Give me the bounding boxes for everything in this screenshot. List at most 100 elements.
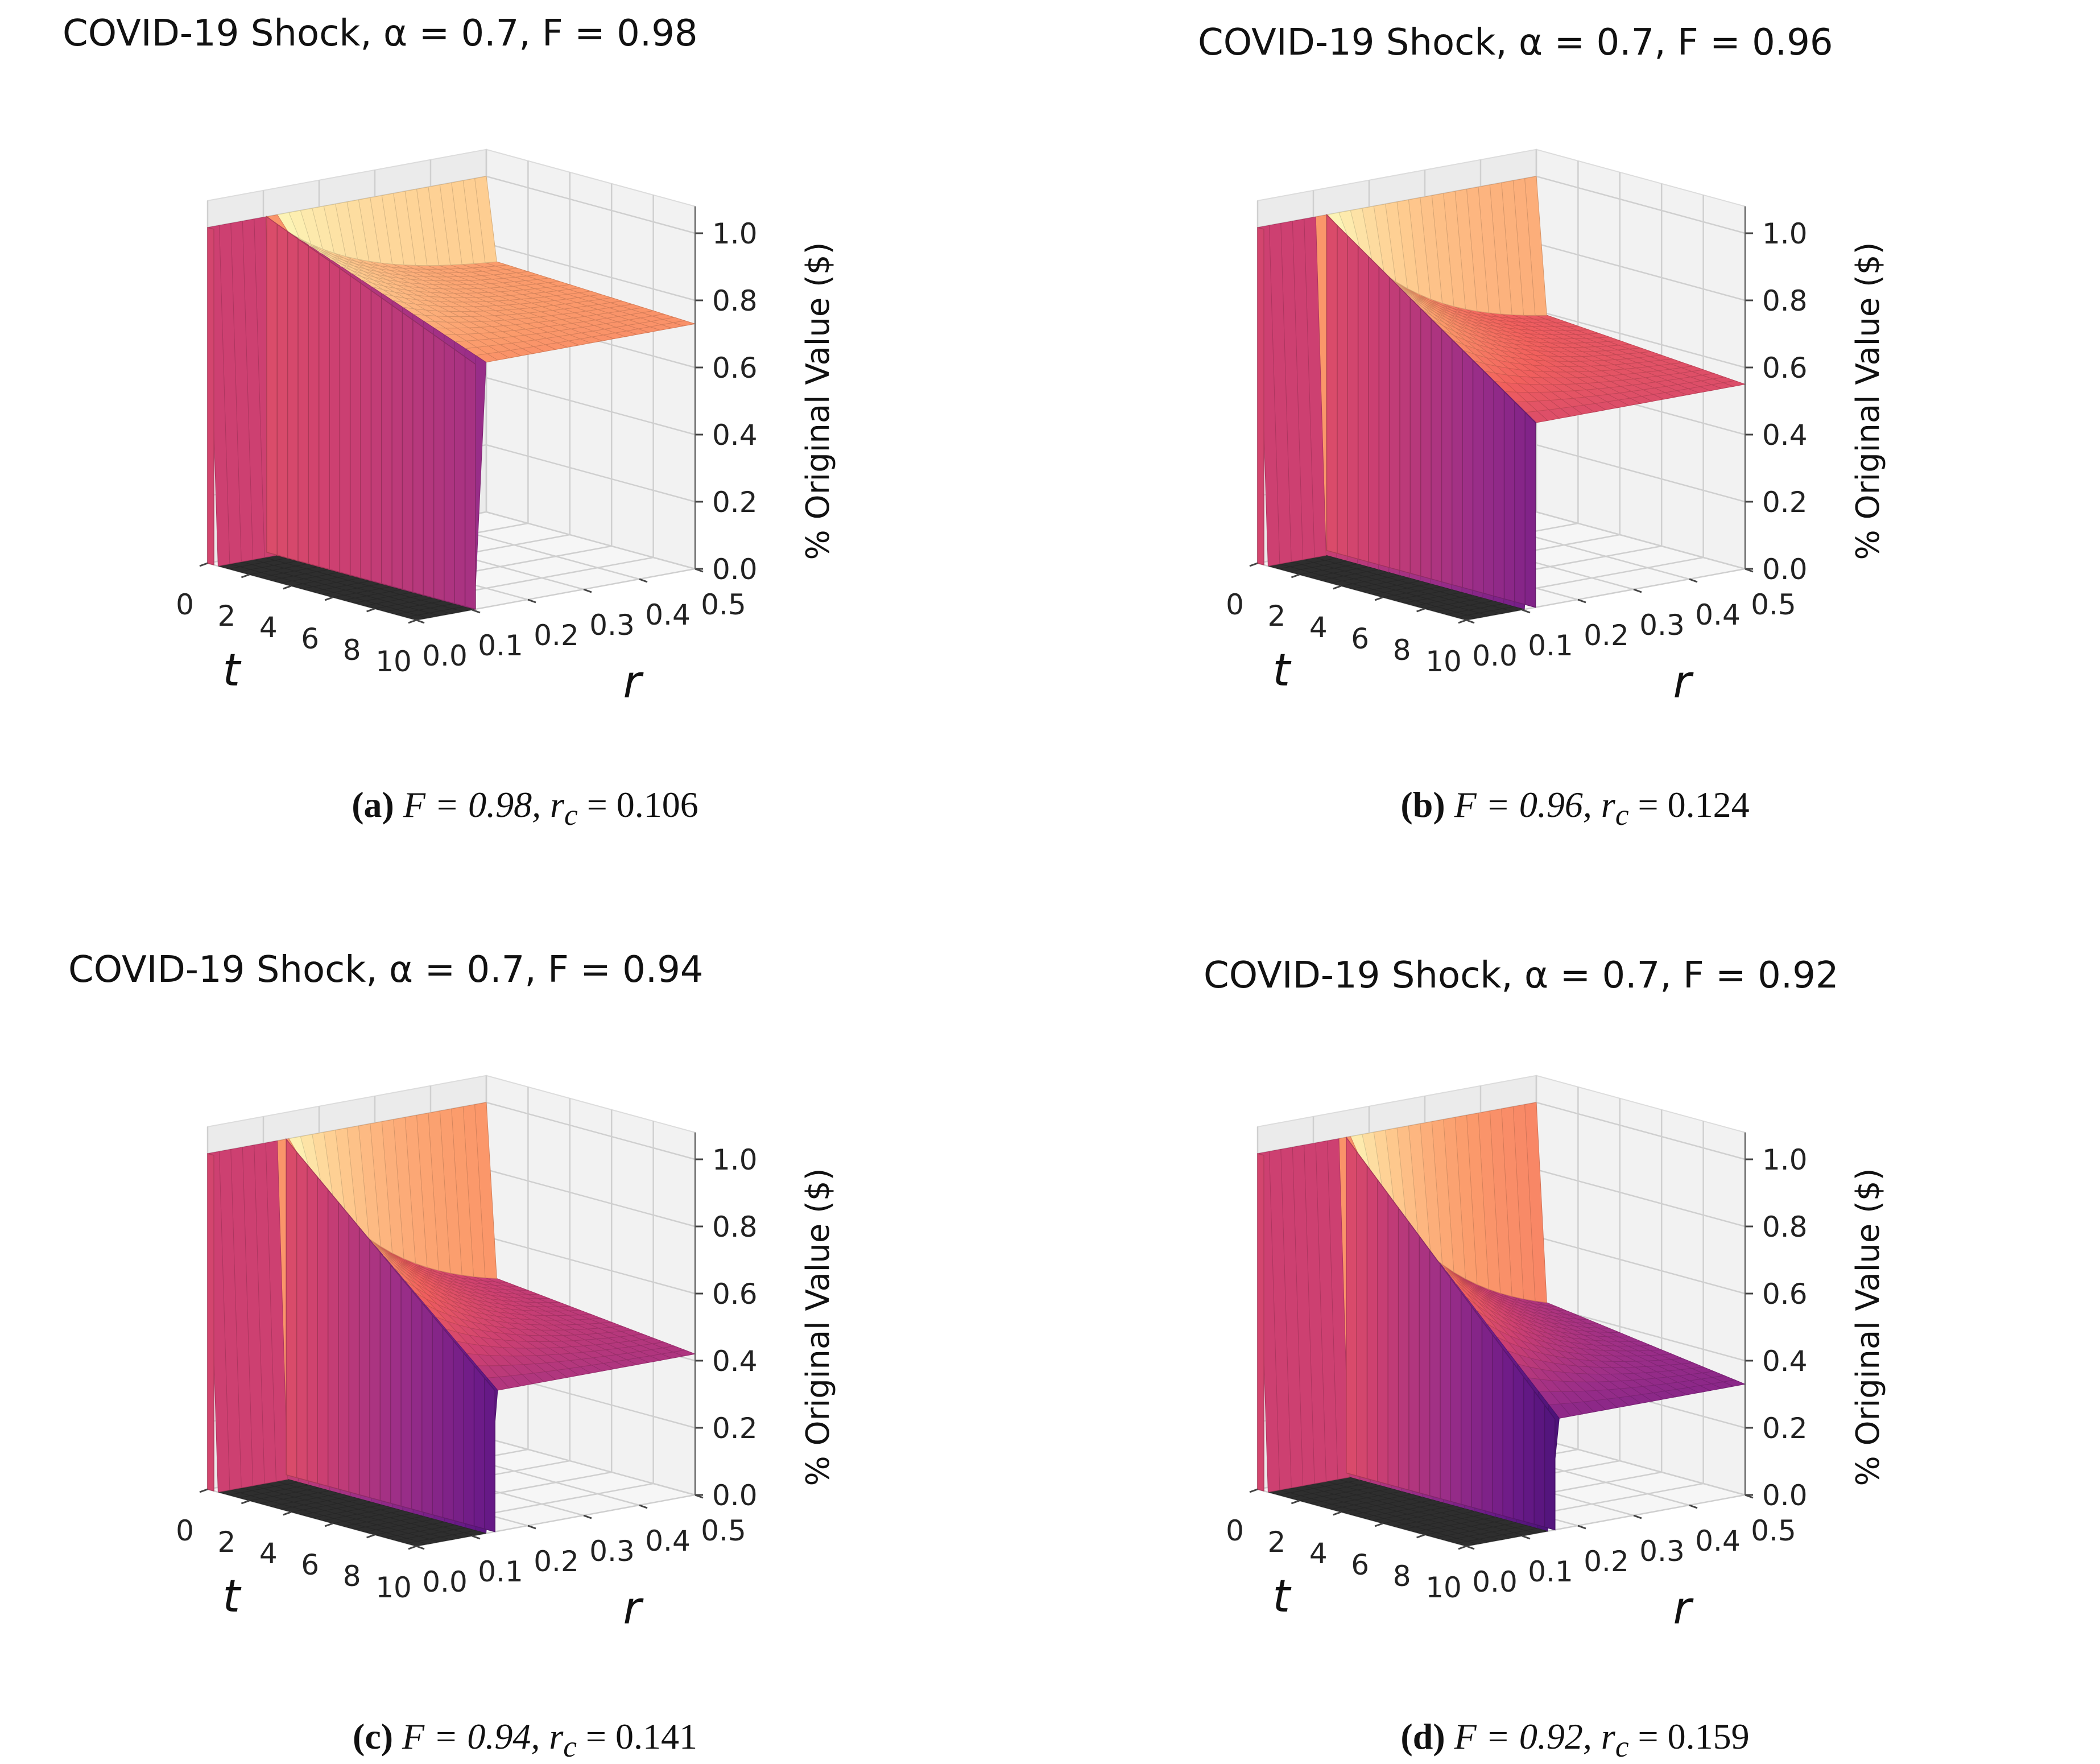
r-tick-label: 0.3 <box>589 609 635 642</box>
drop-wall-facet <box>338 1201 350 1493</box>
z-tick-label: 1.0 <box>1762 217 1808 250</box>
drop-wall-facet <box>412 319 424 596</box>
drop-wall-facet <box>1450 1277 1462 1505</box>
chart-caption: (a) F = 0.98, rc = 0.106 <box>0 784 1050 832</box>
caption-sub: c <box>564 797 578 832</box>
t-tick-label: 8 <box>343 1560 361 1593</box>
drop-wall-facet <box>1387 1192 1399 1488</box>
z-tick-label: 0.8 <box>1762 284 1808 317</box>
r-tick-mark <box>1633 588 1642 593</box>
t-tick-label: 8 <box>343 634 361 667</box>
drop-wall-facet <box>329 260 341 573</box>
drop-wall-facet <box>358 1226 370 1498</box>
drop-wall-facet <box>1533 1389 1545 1528</box>
chart-title: COVID-19 Shock, α = 0.7, F = 0.96 <box>1198 22 1833 64</box>
t-tick-mark <box>1249 562 1258 567</box>
drop-wall-facet <box>276 223 288 559</box>
caption-text: F = 0.94, r <box>402 1716 564 1757</box>
r-tick-label: 0.2 <box>534 1545 579 1578</box>
r-tick-mark <box>1577 1525 1586 1530</box>
drop-wall-facet <box>1399 286 1411 574</box>
r-tick-mark <box>639 578 648 583</box>
drop-wall-facet <box>463 1352 475 1527</box>
z-axis-label: % Original Value ($) <box>1850 1168 1887 1486</box>
drop-wall-facet <box>1356 1150 1368 1480</box>
r-tick-mark <box>1466 1545 1475 1550</box>
r-tick-mark <box>1689 1504 1698 1509</box>
t-tick-mark <box>1333 1511 1342 1516</box>
r-tick-mark <box>1522 1535 1531 1540</box>
t-tick-mark <box>1416 1534 1425 1539</box>
r-tick-label: 0.1 <box>1528 629 1573 662</box>
caption-label: (c) <box>353 1716 394 1757</box>
drop-wall-facet <box>433 333 445 601</box>
drop-wall-facet <box>423 326 435 598</box>
ticks: 0 2 4 6 8 10 0.0 0.1 0.2 0.3 0.4 0.50.00.20.40.60.8… <box>176 1132 758 1604</box>
z-tick-label: 1.0 <box>712 217 758 250</box>
drop-wall-facet <box>348 1213 360 1496</box>
drop-wall-facet <box>1544 1403 1556 1531</box>
t-tick-label: 2 <box>1267 600 1285 633</box>
r-tick-label: 0.0 <box>422 1565 468 1598</box>
surface <box>1257 1102 1746 1547</box>
r-tick-label: 0.1 <box>1528 1555 1573 1588</box>
drop-wall-facet <box>297 238 309 564</box>
chart-title: COVID-19 Shock, α = 0.7, F = 0.92 <box>1204 955 1839 997</box>
drop-wall-facet <box>318 253 330 570</box>
t-tick-label: 0 <box>1226 588 1244 621</box>
z-tick-label: 0.4 <box>1762 419 1808 452</box>
r-tick-label: 0.5 <box>701 1514 746 1547</box>
t-axis-label: t <box>1272 1571 1291 1622</box>
ticks: 0 2 4 6 8 10 0.0 0.1 0.2 0.3 0.4 0.50.00.20.40.60.8… <box>1226 1132 1808 1604</box>
z-axis-label: % Original Value ($) <box>1850 242 1887 560</box>
drop-wall-facet <box>307 1163 318 1484</box>
drop-wall-facet <box>266 216 278 556</box>
drop-wall-facet <box>1377 1178 1388 1485</box>
t-tick-label: 6 <box>301 1548 319 1581</box>
r-tick-label: 0.3 <box>589 1535 635 1568</box>
drop-wall-facet <box>1472 359 1484 594</box>
drop-wall-facet <box>1347 234 1359 560</box>
t-tick-label: 6 <box>301 622 319 655</box>
z-tick-label: 0.8 <box>712 1211 758 1244</box>
drop-wall-facet <box>444 341 455 604</box>
r-tick-mark <box>1522 609 1531 614</box>
z-tick-label: 1.0 <box>712 1143 758 1176</box>
surface-plot: 0 2 4 6 8 10 0.0 0.1 0.2 0.3 0.4 0.50.00.20.40.60.8… <box>176 148 837 708</box>
drop-wall-facet <box>1368 255 1380 565</box>
drop-wall-facet <box>1429 1249 1441 1499</box>
t-tick-mark <box>241 1499 250 1505</box>
r-tick-mark <box>416 1545 425 1550</box>
drop-wall-facet <box>453 1339 464 1524</box>
t-tick-mark <box>408 1545 417 1550</box>
drop-wall-facet <box>370 290 382 584</box>
r-tick-mark <box>472 609 481 614</box>
z-tick-label: 0.4 <box>712 1345 758 1378</box>
caption-value: = 0.124 <box>1628 784 1750 825</box>
drop-wall-facet <box>1346 1136 1357 1477</box>
caption-value: = 0.159 <box>1628 1716 1750 1757</box>
r-tick-label: 0.2 <box>534 619 579 652</box>
drop-wall-facet <box>1493 380 1505 600</box>
z-axis-label: % Original Value ($) <box>800 1168 837 1486</box>
caption-value: = 0.106 <box>577 784 698 825</box>
initial-face <box>1257 227 1264 565</box>
t-tick-mark <box>283 1511 292 1516</box>
drop-wall-facet <box>454 348 466 607</box>
r-tick-label: 0.5 <box>701 588 746 621</box>
drop-wall-facet <box>411 1289 423 1513</box>
drop-wall-facet <box>339 267 351 576</box>
r-tick-label: 0.3 <box>1639 1535 1685 1568</box>
drop-wall-facet <box>1357 245 1369 563</box>
drop-wall-facet <box>308 245 320 567</box>
r-tick-mark <box>1689 578 1698 583</box>
t-axis-label: t <box>1272 645 1291 696</box>
drop-wall-facet <box>402 312 414 593</box>
r-axis-label: r <box>1673 1583 1694 1634</box>
z-tick-label: 0.6 <box>712 1278 758 1311</box>
drop-wall-facet <box>1419 1234 1431 1497</box>
r-tick-label: 0.0 <box>422 639 468 672</box>
drop-wall-facet <box>1483 370 1494 597</box>
t-tick-label: 0 <box>176 588 194 621</box>
